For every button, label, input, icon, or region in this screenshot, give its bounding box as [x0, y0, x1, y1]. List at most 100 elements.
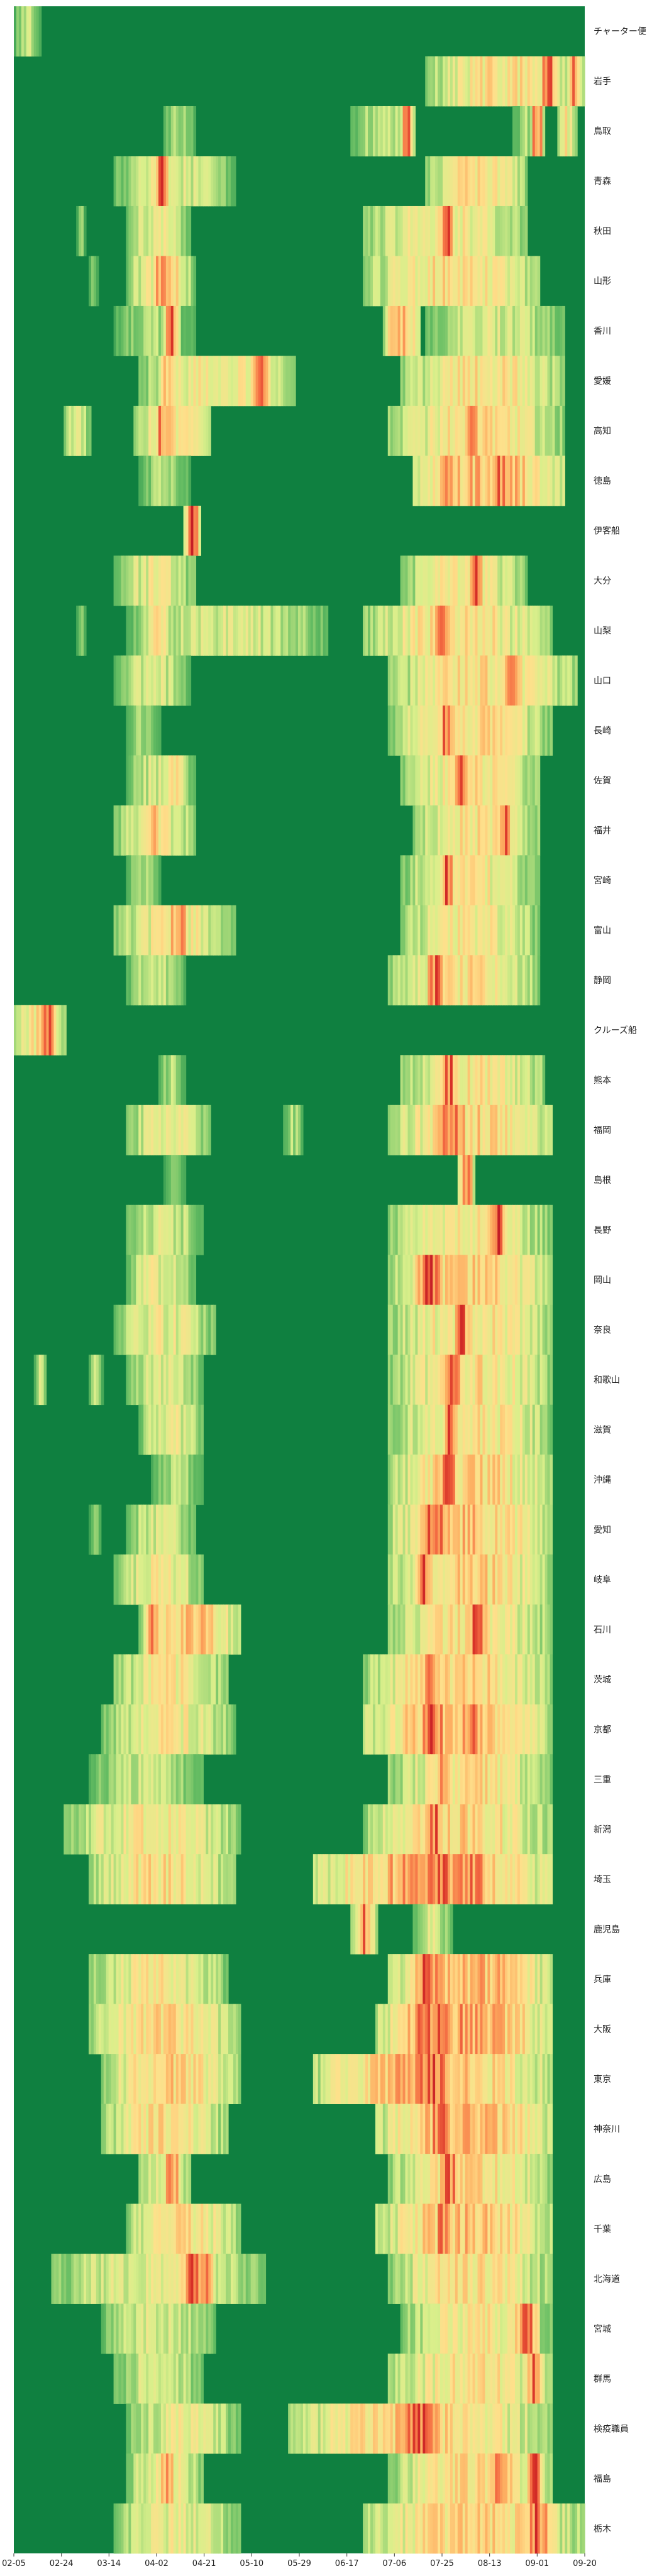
heatmap-cell [452, 855, 456, 906]
heatmap-cell [175, 2303, 179, 2354]
heatmap-cell [527, 1255, 531, 1306]
heatmap-cell [365, 1804, 368, 1855]
heatmap-cell [198, 1804, 201, 1855]
heatmap-cell [238, 2503, 241, 2554]
heatmap-cell [514, 1204, 518, 1255]
heatmap-cell [423, 405, 426, 456]
heatmap-cell [180, 256, 184, 307]
heatmap-cell [160, 2403, 164, 2454]
heatmap-cell [26, 6, 30, 57]
heatmap-cell [397, 256, 401, 307]
heatmap-cell [430, 1105, 433, 1155]
heatmap-cell [545, 1954, 548, 2005]
heatmap-cell [203, 1654, 206, 1705]
heatmap-cell [397, 1554, 401, 1605]
heatmap-cell [438, 805, 441, 856]
heatmap-cell [500, 1105, 503, 1155]
heatmap-cell [487, 855, 490, 906]
heatmap-cell [395, 705, 399, 756]
heatmap-cell [462, 1554, 466, 1605]
heatmap-cell [402, 655, 406, 706]
heatmap-cell [415, 1404, 418, 1455]
heatmap-cell [151, 1804, 154, 1855]
heatmap-cell [296, 1105, 299, 1155]
heatmap-cell [123, 2354, 127, 2404]
heatmap-cell [547, 605, 551, 656]
heatmap-cell [156, 2503, 159, 2554]
heatmap-cell [460, 1954, 463, 2005]
heatmap-cell [108, 1804, 112, 1855]
heatmap-cell [417, 1904, 421, 1955]
heatmap-cell [138, 1404, 141, 1455]
heatmap-cell [201, 2254, 204, 2304]
heatmap-cell [423, 2354, 426, 2404]
heatmap-cell [465, 2453, 468, 2504]
heatmap-cell [442, 256, 446, 307]
heatmap-cell [510, 1355, 513, 1405]
heatmap-cell [193, 356, 197, 407]
heatmap-cell [111, 1954, 114, 2005]
heatmap-cell [228, 2503, 231, 2554]
heatmap-cell [175, 456, 179, 506]
heatmap-cell [482, 1604, 485, 1655]
heatmap-cell [433, 1604, 436, 1655]
heatmap-cell [482, 356, 485, 407]
heatmap-cell [475, 2054, 478, 2104]
heatmap-cell [542, 1954, 546, 2005]
heatmap-cell [402, 1854, 406, 1905]
heatmap-cell [472, 1105, 476, 1155]
heatmap-cell [392, 256, 396, 307]
heatmap-cell [213, 2303, 216, 2354]
heatmap-cell [175, 555, 179, 606]
heatmap-cell [250, 605, 254, 656]
heatmap-cell [188, 1404, 192, 1455]
heatmap-cell [545, 1255, 548, 1306]
heatmap-cell [455, 1504, 458, 1555]
heatmap-cell [165, 655, 169, 706]
heatmap-cell [248, 605, 252, 656]
heatmap-cell [108, 1854, 112, 1905]
heatmap-cell [423, 655, 426, 706]
heatmap-cell [482, 1355, 485, 1405]
heatmap-cell [502, 905, 506, 956]
heatmap-cell [121, 2503, 124, 2554]
heatmap-cell [395, 205, 399, 256]
heatmap-cell [175, 605, 179, 656]
heatmap-cell [447, 2354, 451, 2404]
heatmap-cell [228, 156, 231, 207]
heatmap-cell [428, 2004, 431, 2055]
heatmap-cell [507, 2254, 511, 2304]
heatmap-cell [505, 456, 508, 506]
heatmap-cell [407, 555, 411, 606]
heatmap-cell [175, 1854, 179, 1905]
heatmap-cell [153, 1604, 157, 1655]
heatmap-cell [365, 106, 368, 156]
heatmap-cell [81, 2254, 84, 2304]
heatmap-cell [519, 1554, 523, 1605]
heatmap-cell [455, 1604, 458, 1655]
heatmap-cell [485, 2054, 488, 2104]
heatmap-cell [216, 1604, 219, 1655]
heatmap-cell [180, 2154, 184, 2204]
heatmap-cell [213, 156, 216, 207]
heatmap-cell [460, 256, 463, 307]
heatmap-cell [455, 2453, 458, 2504]
heatmap-cell [400, 855, 404, 906]
heatmap-cell [230, 2203, 234, 2254]
heatmap-cell [450, 1304, 453, 1355]
heatmap-cell [330, 2054, 334, 2104]
heatmap-cell [355, 106, 358, 156]
heatmap-cell [477, 2354, 481, 2404]
heatmap-cell [191, 1304, 194, 1355]
heatmap-cell [517, 56, 521, 107]
heatmap-cell [477, 2203, 481, 2254]
heatmap-cell [153, 405, 157, 456]
heatmap-cell [560, 305, 563, 356]
heatmap-cell [428, 955, 431, 1006]
heatmap-cell [522, 305, 526, 356]
heatmap-cell [487, 1255, 490, 1306]
heatmap-cell [492, 1454, 495, 1505]
heatmap-cell [537, 2503, 541, 2554]
heatmap-cell [505, 605, 508, 656]
heatmap-cell [545, 2254, 548, 2304]
